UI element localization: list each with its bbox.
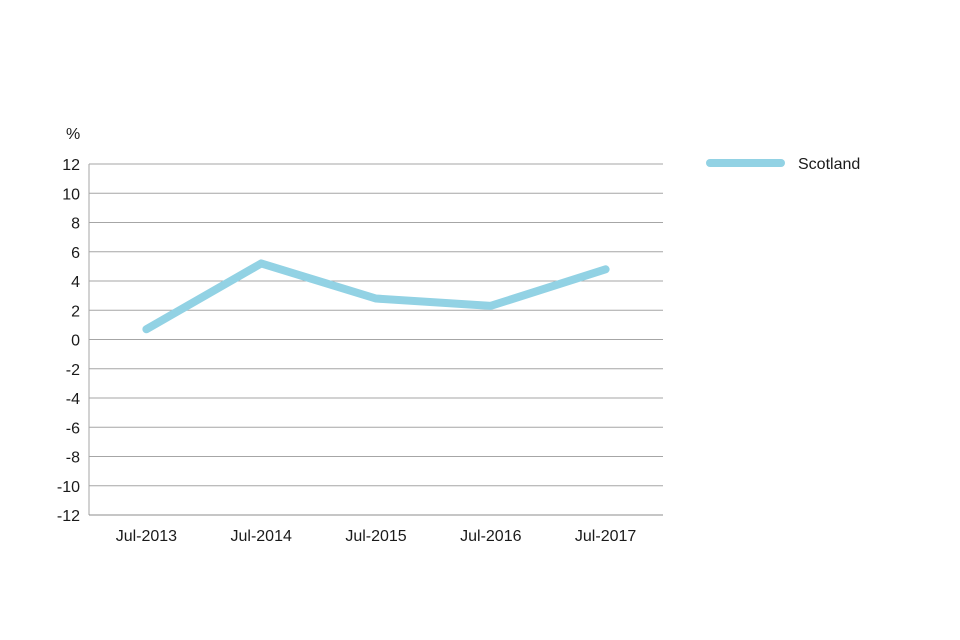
series-line-scotland bbox=[142, 259, 610, 334]
axes bbox=[88, 164, 663, 516]
series bbox=[142, 259, 610, 334]
y-tick-label-3: 6 bbox=[71, 245, 80, 262]
y-tick-label-11: -10 bbox=[57, 479, 80, 496]
x-tick-label-0: Jul-2013 bbox=[116, 528, 177, 545]
y-axis-unit-label: % bbox=[66, 126, 80, 143]
x-tick-labels: Jul-2013 Jul-2014 Jul-2015 Jul-2016 Jul-2017 bbox=[116, 528, 637, 545]
y-tick-label-8: -4 bbox=[66, 391, 80, 408]
y-tick-label-0: 12 bbox=[62, 157, 80, 174]
y-tick-label-2: 8 bbox=[71, 216, 80, 233]
y-tick-label-12: -12 bbox=[57, 508, 80, 525]
y-tick-label-5: 2 bbox=[71, 303, 80, 320]
y-tick-label-6: 0 bbox=[71, 333, 80, 350]
y-tick-label-1: 10 bbox=[62, 186, 80, 203]
y-tick-labels: 12 10 8 6 4 2 0 -2 -4 -6 -8 -10 -12 bbox=[57, 157, 80, 525]
y-tick-label-4: 4 bbox=[71, 274, 80, 291]
y-tick-label-9: -6 bbox=[66, 420, 80, 437]
y-tick-label-10: -8 bbox=[66, 450, 80, 467]
x-tick-label-3: Jul-2016 bbox=[460, 528, 521, 545]
legend: Scotland bbox=[706, 156, 860, 173]
y-tick-label-7: -2 bbox=[66, 362, 80, 379]
legend-label-scotland: Scotland bbox=[798, 156, 860, 173]
grid-lines bbox=[89, 163, 663, 516]
x-tick-label-2: Jul-2015 bbox=[345, 528, 406, 545]
x-tick-label-4: Jul-2017 bbox=[575, 528, 636, 545]
x-tick-label-1: Jul-2014 bbox=[231, 528, 292, 545]
